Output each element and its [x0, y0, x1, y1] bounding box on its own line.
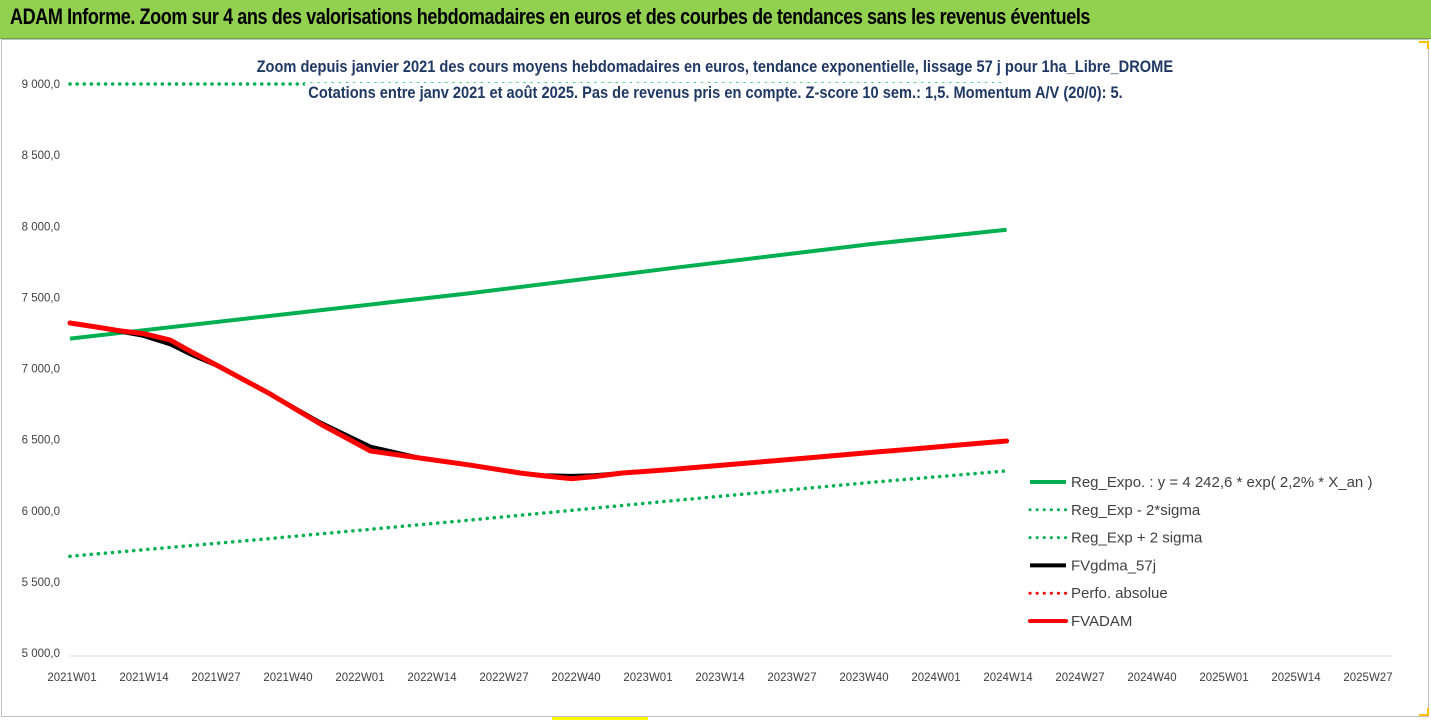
x-tick-label: 2022W27	[479, 672, 528, 684]
y-tick-label: 6 500,0	[22, 435, 60, 447]
series-line-5	[67, 320, 1010, 482]
series-line-1	[68, 469, 1009, 559]
x-tick-label: 2023W01	[623, 672, 672, 684]
x-tick-label: 2025W01	[1199, 672, 1248, 684]
y-tick-label: 9 000,0	[22, 79, 60, 91]
chart-title-line-1: Zoom depuis janvier 2021 des cours moyen…	[60, 57, 1370, 77]
y-tick-label: 5 000,0	[22, 648, 60, 660]
legend-label: Perfo. absolue	[1071, 585, 1168, 602]
chart-legend: Reg_Expo. : y = 4 242,6 * exp( 2,2% * X_…	[1028, 474, 1372, 630]
report-title: ADAM Informe. Zoom sur 4 ans des valoris…	[10, 4, 1091, 29]
y-tick-label: 7 500,0	[22, 292, 60, 304]
x-tick-label: 2022W01	[335, 672, 384, 684]
x-tick-label: 2021W14	[119, 672, 169, 684]
resize-handle-top-right[interactable]	[1419, 41, 1429, 49]
x-tick-label: 2024W27	[1055, 672, 1104, 684]
chart-title-line-2-text: Cotations entre janv 2021 et août 2025. …	[304, 83, 1126, 103]
x-tick-label: 2021W40	[263, 672, 312, 684]
y-tick-label: 8 500,0	[22, 150, 60, 162]
x-tick-label: 2025W27	[1343, 672, 1392, 684]
chart-axes: 5 000,0 5 500,0 6 000,0 6 500,0 7 000,0 7 500…	[22, 79, 1393, 684]
x-tick-label: 2023W27	[767, 672, 816, 684]
sheet-tab-indicator	[552, 717, 648, 720]
report-banner: ADAM Informe. Zoom sur 4 ans des valoris…	[0, 0, 1431, 39]
legend-label: Reg_Expo. : y = 4 242,6 * exp( 2,2% * X_…	[1071, 474, 1372, 491]
chart-series	[67, 82, 1010, 559]
x-tick-label: 2024W40	[1127, 672, 1176, 684]
legend-label: FVgdma_57j	[1071, 557, 1156, 574]
x-tick-label: 2021W27	[191, 672, 240, 684]
x-tick-label: 2022W40	[551, 672, 600, 684]
x-tick-label: 2021W01	[47, 672, 96, 684]
series-line-0	[69, 227, 1007, 341]
x-tick-label: 2025W14	[1271, 672, 1321, 684]
y-tick-label: 5 500,0	[22, 577, 60, 589]
legend-label: FVADAM	[1071, 613, 1132, 630]
chart-frame	[1, 39, 1429, 717]
legend-label: Reg_Exp + 2 sigma	[1071, 530, 1203, 547]
y-tick-label: 7 000,0	[22, 364, 60, 376]
y-tick-label: 6 000,0	[22, 506, 60, 518]
resize-handle-bottom-right[interactable]	[1419, 708, 1429, 716]
x-tick-label: 2024W01	[911, 672, 960, 684]
y-tick-label: 8 000,0	[22, 221, 60, 233]
chart-title-line-1-text: Zoom depuis janvier 2021 des cours moyen…	[253, 57, 1177, 77]
x-tick-label: 2023W14	[695, 672, 745, 684]
legend-label: Reg_Exp - 2*sigma	[1071, 502, 1201, 519]
chart-title-line-2: Cotations entre janv 2021 et août 2025. …	[60, 83, 1370, 103]
x-tick-label: 2022W14	[407, 672, 457, 684]
x-tick-label: 2023W40	[839, 672, 888, 684]
x-tick-label: 2024W14	[983, 672, 1033, 684]
